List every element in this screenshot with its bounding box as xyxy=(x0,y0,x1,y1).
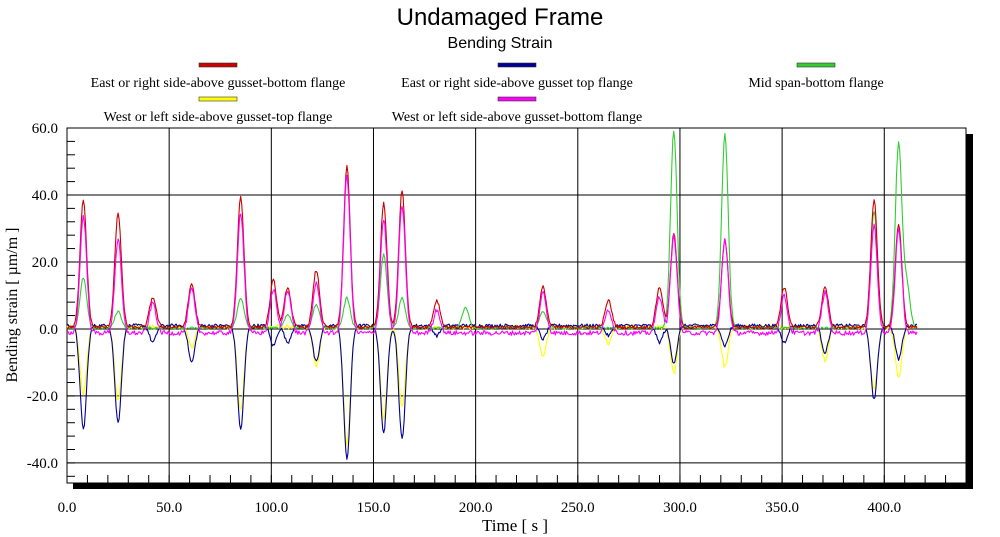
y-tick-label: -40.0 xyxy=(27,456,58,472)
grid xyxy=(67,127,966,483)
x-tick-label: 100.0 xyxy=(254,500,288,516)
x-tick-label: 400.0 xyxy=(867,500,901,516)
chart-title: Undamaged Frame xyxy=(397,4,604,31)
x-tick-label: 350.0 xyxy=(765,500,799,516)
x-axis-label: Time [ s ] xyxy=(482,516,548,535)
legend: East or right side-above gusset-bottom f… xyxy=(91,62,884,125)
legend-swatch xyxy=(198,62,238,68)
x-ticks: 0.0 50.0 100.0 150.0 200.0 250.0 300.0 350.0 400… xyxy=(58,500,902,516)
plot-area xyxy=(66,127,967,484)
y-tick-label: -20.0 xyxy=(27,389,58,405)
legend-label: Mid span-bottom flange xyxy=(748,76,883,91)
x-tick-label: 300.0 xyxy=(663,500,697,516)
x-tick-label: 50.0 xyxy=(156,500,182,516)
y-tick-label: 60.0 xyxy=(32,121,58,137)
x-tick-label: 200.0 xyxy=(459,500,493,516)
y-tick-label: 40.0 xyxy=(32,188,58,204)
y-ticks: 60.0 40.0 20.0 0.0 -20.0 -40.0 xyxy=(27,121,58,472)
series-line xyxy=(66,164,918,330)
series-group xyxy=(66,130,918,460)
y-tick-label: 20.0 xyxy=(32,255,58,271)
legend-label: East or right side-above gusset-bottom f… xyxy=(91,76,346,91)
legend-swatch xyxy=(198,96,238,102)
x-tick-label: 0.0 xyxy=(58,500,77,516)
y-tick-label: 0.0 xyxy=(39,322,58,338)
legend-swatch xyxy=(497,96,537,102)
legend-label: East or right side-above gusset top flan… xyxy=(401,76,633,91)
x-tick-label: 250.0 xyxy=(561,500,595,516)
legend-swatch xyxy=(796,62,836,68)
legend-label: West or left side-above gusset-top flang… xyxy=(104,110,333,125)
chart-subtitle: Bending Strain xyxy=(448,35,553,52)
y-axis-label: Bending strain [ µm/m ] xyxy=(4,228,21,383)
series-line xyxy=(66,174,918,336)
legend-swatch xyxy=(497,62,537,68)
legend-label: West or left side-above gusset-bottom fl… xyxy=(392,110,642,125)
x-tick-label: 150.0 xyxy=(357,500,391,516)
